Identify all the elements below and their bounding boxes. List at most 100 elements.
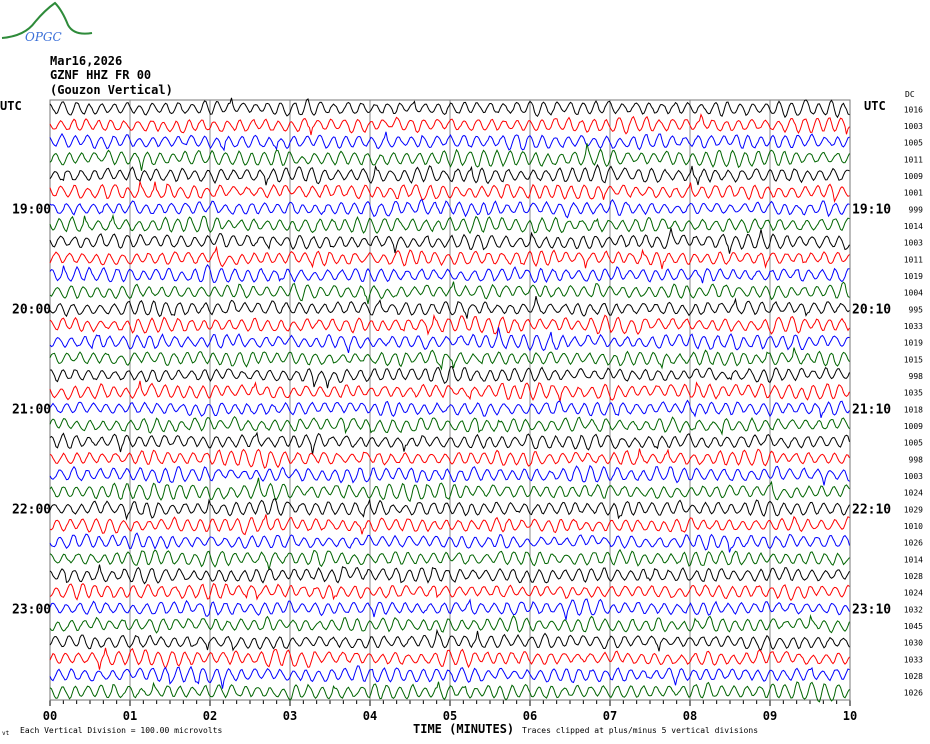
corner-mark: vt	[2, 730, 10, 737]
seismic-trace	[49, 113, 850, 136]
seismic-trace	[49, 665, 850, 689]
x-tick-label: 01	[123, 709, 137, 723]
dc-offset-label: 1015	[904, 355, 923, 364]
dc-offset-label: 1011	[904, 255, 923, 264]
left-time-label: 20:00	[12, 302, 51, 317]
station-label: (Gouzon Vertical)	[50, 83, 173, 97]
dc-offset-label: 1026	[904, 539, 923, 548]
seismic-trace	[49, 564, 850, 585]
right-time-label: 22:10	[852, 502, 891, 517]
x-tick-label: 10	[843, 709, 857, 723]
dc-offset-label: 1032	[904, 605, 923, 614]
x-tick-label: 03	[283, 709, 297, 723]
seismic-trace	[49, 477, 850, 503]
dc-offset-label: 1033	[904, 655, 923, 664]
dc-offset-label: 1005	[904, 139, 923, 148]
seismic-trace	[49, 399, 850, 418]
seismic-trace	[49, 598, 850, 621]
seismic-trace	[49, 647, 850, 670]
left-time-label: 21:00	[12, 402, 51, 417]
dc-offset-label: 1003	[904, 239, 923, 248]
dc-offset-label: 1009	[904, 422, 923, 431]
dc-offset-label: 1014	[904, 555, 923, 564]
dc-offset-label: 1005	[904, 439, 923, 448]
x-tick-label: 02	[203, 709, 217, 723]
right-time-label: 21:10	[852, 402, 891, 417]
seismic-trace	[49, 264, 850, 284]
seismic-trace	[50, 365, 850, 389]
seismic-trace	[49, 227, 850, 254]
dc-offset-label: 1024	[904, 589, 923, 598]
seismic-trace	[49, 448, 850, 469]
right-utc-title: UTC	[864, 99, 886, 113]
dc-offset-label: 1011	[904, 155, 923, 164]
dc-offset-label: 1035	[904, 389, 923, 398]
dc-offset-label: 1009	[904, 172, 923, 181]
seismic-trace	[49, 548, 850, 570]
left-time-label: 22:00	[12, 502, 51, 517]
dc-offset-label: 1014	[904, 222, 923, 231]
dc-offset-label: 1018	[904, 405, 923, 414]
scale-note: Each Vertical Division = 100.00 microvol…	[20, 726, 222, 735]
dc-offset-label: 1004	[904, 289, 923, 298]
seismic-trace	[49, 613, 850, 634]
x-tick-label: 06	[523, 709, 537, 723]
svg-text:OPGC: OPGC	[25, 30, 62, 44]
dc-offset-label: 1024	[904, 489, 923, 498]
seismic-trace	[49, 681, 850, 703]
dc-offset-label: 1045	[904, 622, 923, 631]
dc-offset-label: 1016	[904, 105, 923, 114]
plot-frame	[49, 99, 851, 701]
right-time-label: 19:10	[852, 202, 891, 217]
right-time-label: 20:10	[852, 302, 891, 317]
seismic-trace	[49, 131, 850, 152]
dc-offset-label: 1028	[904, 672, 923, 681]
dc-offset-label: 999	[909, 205, 924, 214]
seismic-trace	[49, 514, 850, 536]
seismic-trace	[49, 213, 850, 235]
channel-label: GZNF HHZ FR 00	[50, 68, 152, 82]
seismic-trace	[49, 97, 850, 119]
dc-offset-label: 1003	[904, 472, 923, 481]
seismic-trace	[49, 281, 850, 305]
dc-offset-label: 1030	[904, 639, 923, 648]
dc-offset-label: 1028	[904, 572, 923, 581]
seismic-trace	[49, 143, 850, 171]
opgc-logo: OPGC	[1, 1, 93, 44]
seismic-trace	[49, 415, 850, 436]
dc-offset-label: 1019	[904, 339, 923, 348]
x-axis-title: TIME (MINUTES)	[413, 722, 514, 736]
dc-offset-label: 998	[909, 372, 924, 381]
dc-offset-label: 1026	[904, 689, 923, 698]
seismic-trace	[49, 181, 850, 204]
x-tick-label: 05	[443, 709, 457, 723]
right-time-label: 23:10	[852, 602, 891, 617]
seismic-trace	[49, 498, 850, 521]
dc-offset-label: 1019	[904, 272, 923, 281]
dc-title: DC	[905, 90, 915, 99]
seismic-trace	[49, 198, 850, 219]
seismic-trace	[49, 464, 850, 486]
seismic-trace	[49, 295, 850, 319]
x-tick-label: 08	[683, 709, 697, 723]
seismic-trace	[49, 532, 850, 553]
left-time-label: 19:00	[12, 202, 51, 217]
dc-offset-label: 1029	[904, 505, 923, 514]
dc-offset-label: 995	[909, 305, 924, 314]
seismic-trace	[49, 582, 850, 602]
seismic-trace	[49, 313, 850, 336]
seismic-trace	[49, 245, 850, 270]
seismic-trace	[49, 380, 850, 402]
seismic-trace	[49, 327, 850, 354]
x-tick-label: 07	[603, 709, 617, 723]
seismic-trace	[49, 431, 850, 455]
dc-offset-label: 1003	[904, 122, 923, 131]
date-label: Mar16,2026	[50, 54, 123, 68]
seismic-trace	[49, 163, 850, 186]
dc-offset-label: 1033	[904, 322, 923, 331]
clip-note: Traces clipped at plus/minus 5 vertical …	[522, 726, 758, 735]
left-time-label: 23:00	[12, 602, 51, 617]
x-tick-label: 04	[363, 709, 377, 723]
seismic-trace	[49, 628, 850, 652]
